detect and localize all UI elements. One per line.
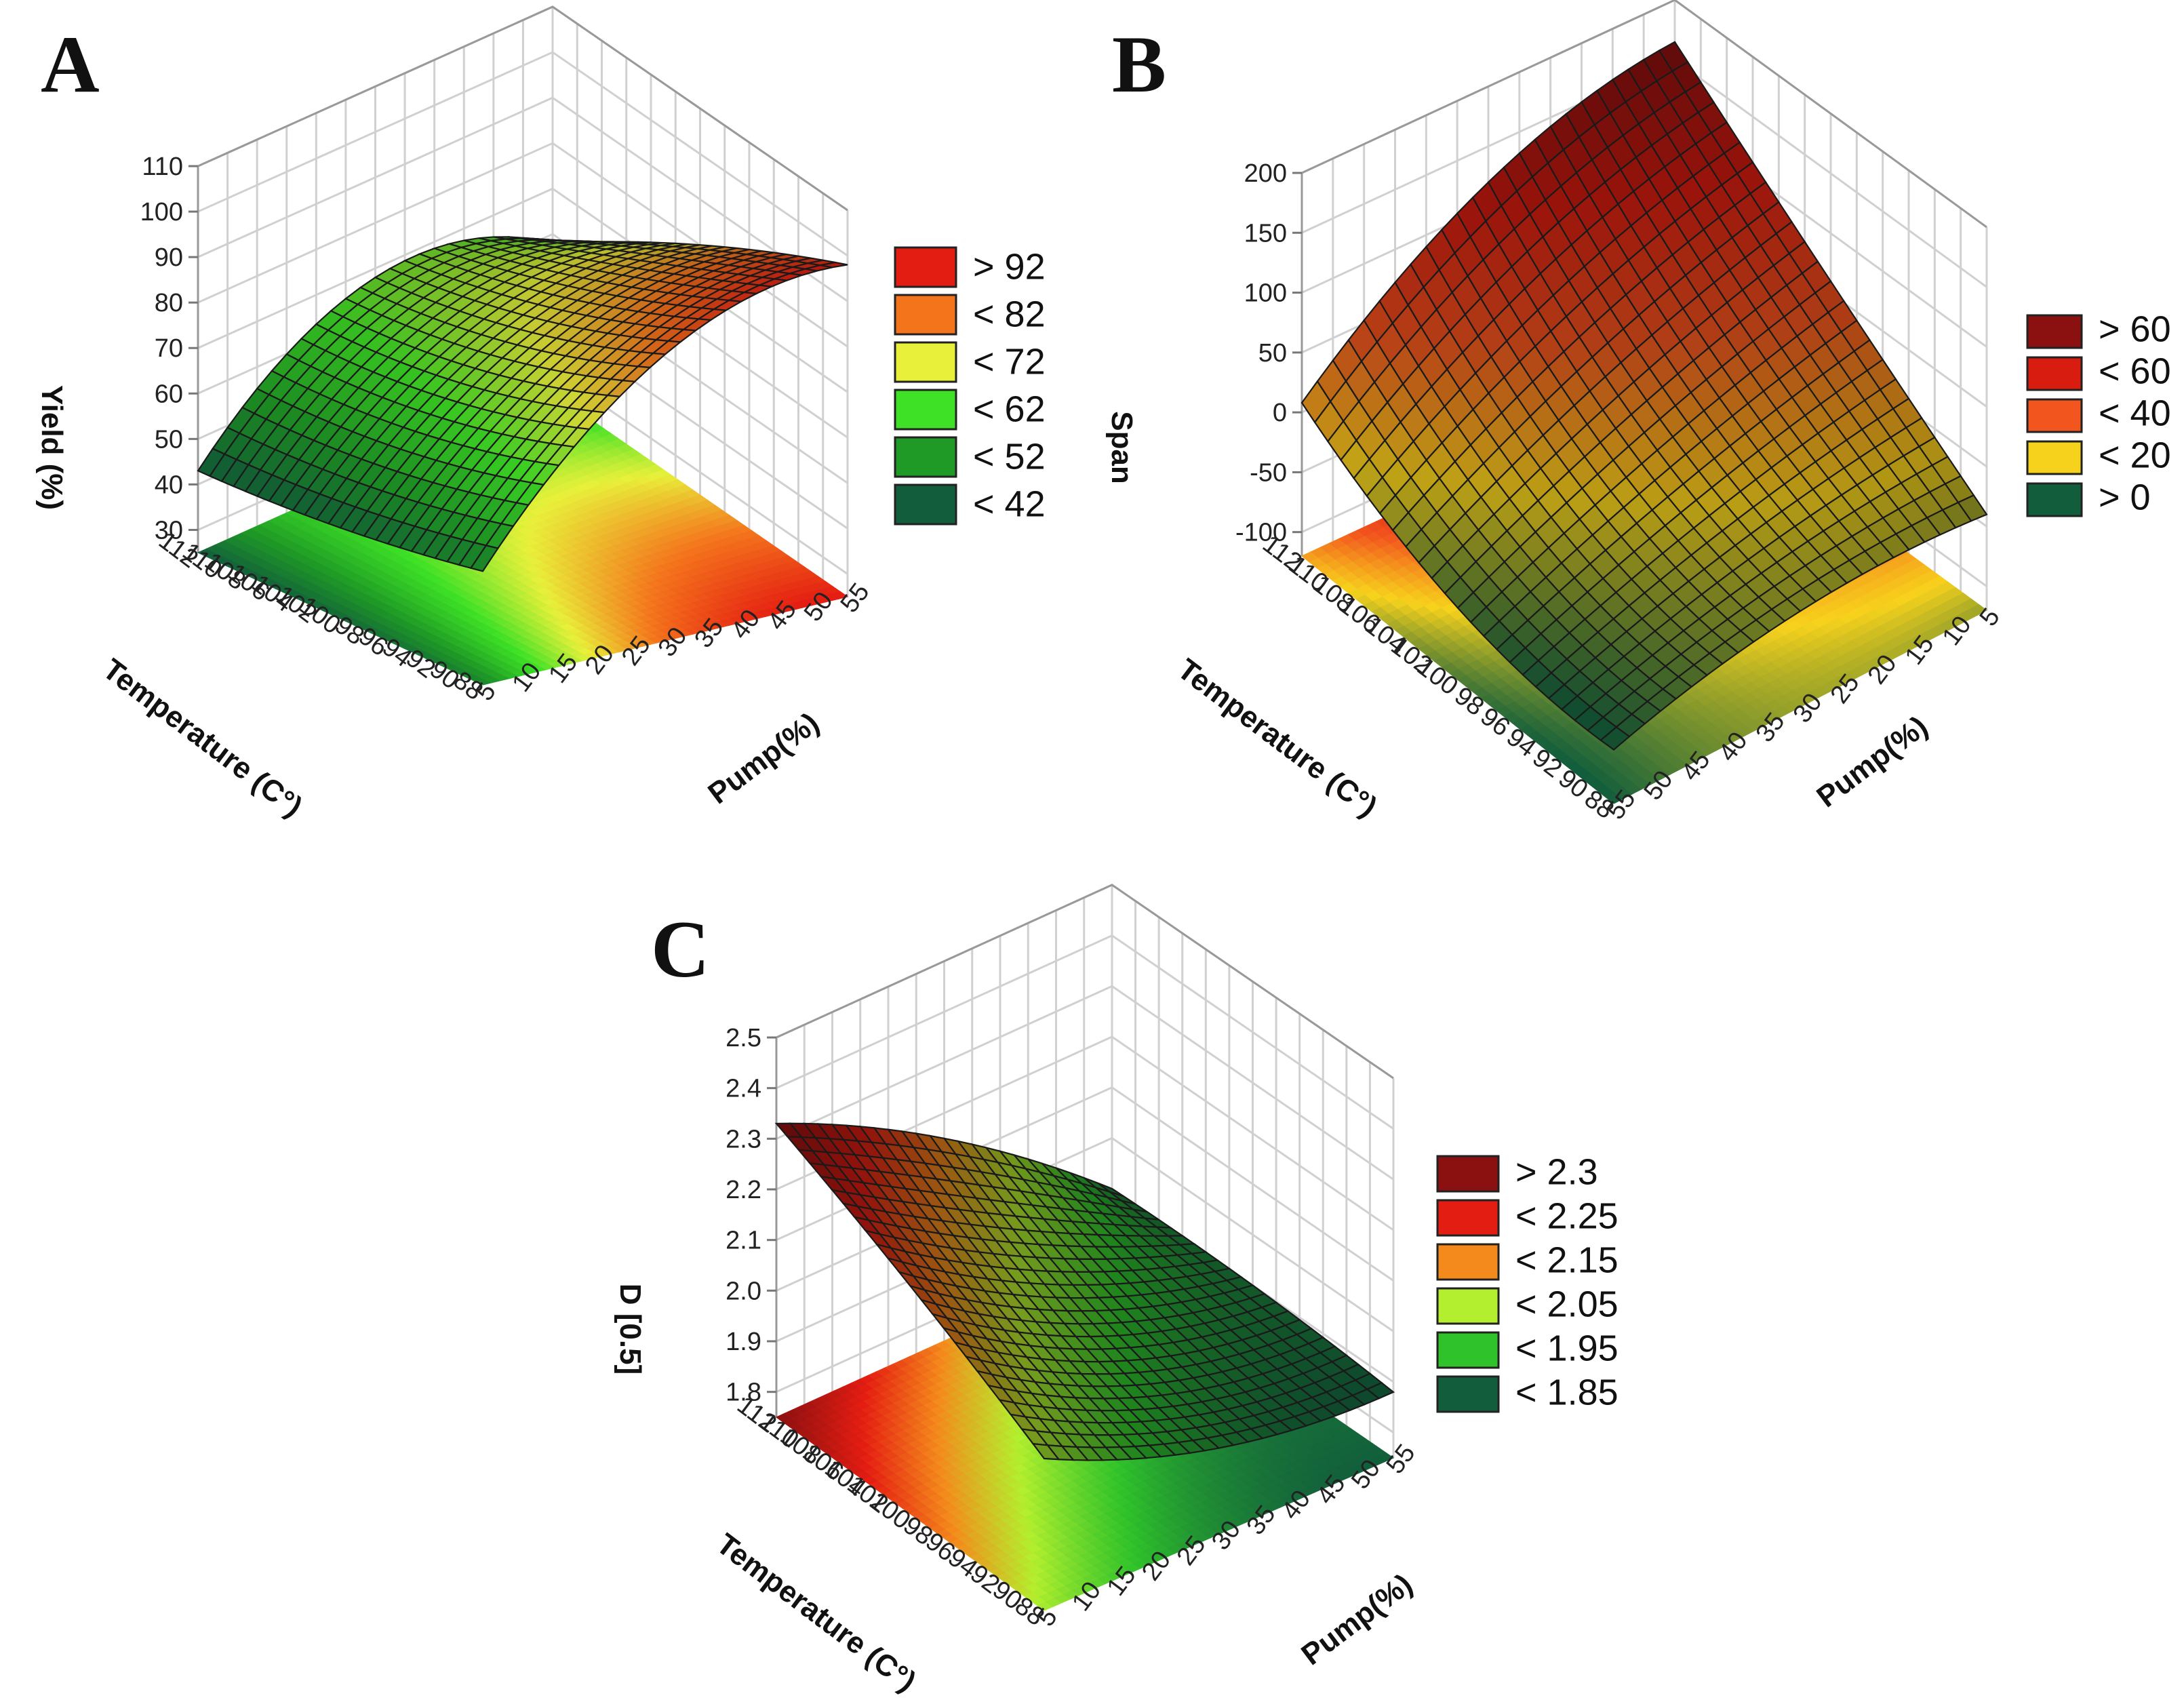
legend-swatch [2026, 482, 2083, 517]
legend-label: < 72 [973, 341, 1046, 382]
panel-a-z-axis-title: Yield (%) [35, 385, 68, 510]
legend-label: > 0 [2099, 477, 2151, 517]
z-tick-label: 0 [1273, 399, 1287, 427]
legend-swatch [894, 436, 957, 478]
legend-label: < 42 [973, 483, 1046, 524]
pump-tick-label: 5 [1974, 603, 2006, 631]
z-tick-label: 40 [155, 471, 183, 499]
legend-swatch [894, 341, 957, 383]
box-top-edge [197, 5, 848, 212]
z-tick-label: -50 [1250, 458, 1287, 487]
z-tick-label: 80 [155, 289, 183, 317]
grid-line [197, 96, 848, 302]
panel-a-letter: A [41, 19, 100, 109]
panel-b-z-axis-title: Span [1105, 411, 1138, 484]
panel-a-temperature-axis-title: Temperature (C°) [97, 652, 309, 823]
legend-label: < 62 [973, 389, 1046, 429]
legend-label: < 40 [2099, 393, 2171, 433]
legend-swatch [894, 483, 957, 526]
grid-line [197, 51, 848, 257]
legend-label: > 60 [2099, 309, 2171, 349]
legend-swatch [2026, 440, 2083, 475]
panel-c: C 1.81.92.02.12.22.32.42.511211010810610… [614, 884, 1619, 1699]
z-tick-label: 200 [1244, 159, 1287, 188]
z-tick-label: 150 [1244, 219, 1287, 248]
z-tick-label: 50 [1258, 339, 1287, 368]
panel-b-letter: B [1112, 19, 1166, 109]
panel-b-pump-axis-title: Pump(%) [1810, 709, 1934, 814]
panel-b-temperature-axis-title: Temperature (C°) [1172, 652, 1383, 823]
panel-a: A 30405060708090100110112110108106104102… [35, 5, 1046, 824]
legend-swatch [2026, 314, 2083, 349]
z-tick-label: 100 [140, 198, 183, 226]
legend-swatch [894, 389, 957, 431]
z-tick-label: 70 [155, 334, 183, 363]
legend-label: > 92 [973, 246, 1046, 287]
panel-b: B -100-500501001502001121101081061041021… [1105, 0, 2171, 825]
z-tick-label: 110 [142, 153, 183, 181]
legend-swatch [2026, 356, 2083, 391]
legend-label: < 52 [973, 436, 1046, 477]
panel-b-legend: > 60< 60< 40< 20> 0 [2026, 309, 2171, 517]
legend-label: < 60 [2099, 351, 2171, 391]
panel-a-pump-axis-title: Pump(%) [702, 706, 825, 810]
legend-label: < 82 [973, 294, 1046, 334]
legend-swatch [894, 246, 957, 288]
z-tick-label: 100 [1244, 279, 1287, 308]
panel-a-legend: > 92 < 82 < 72 < 62 < 52 < 42 [894, 246, 1046, 526]
z-tick-label: 50 [155, 425, 183, 454]
legend-swatch [894, 294, 957, 336]
legend-label: < 20 [2099, 435, 2171, 475]
panel-c-letter: C [651, 904, 710, 994]
z-tick-label: 60 [155, 380, 183, 408]
grid-line [197, 187, 848, 393]
legend-swatch [2026, 398, 2083, 433]
z-tick-label: 90 [155, 243, 183, 272]
